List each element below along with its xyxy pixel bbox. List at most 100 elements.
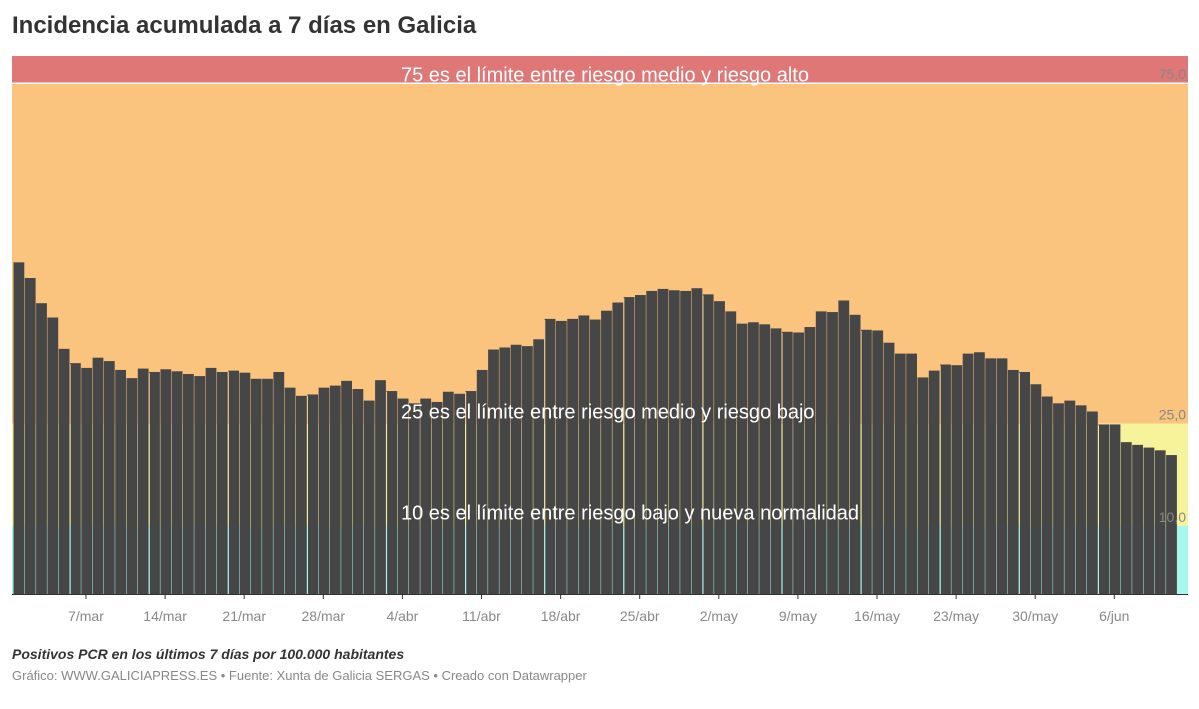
bar [58, 348, 70, 594]
x-tick-labels: 7/mar 14/mar 21/mar 28/mar 4/abr 11/abr 18/abr… [68, 594, 1129, 624]
bar [81, 367, 93, 594]
bar [171, 371, 183, 594]
bar [1019, 371, 1030, 594]
bar [872, 330, 884, 594]
x-tick-label: 9/may [779, 608, 817, 624]
bar [352, 389, 364, 594]
bar [205, 367, 217, 594]
bar [1132, 444, 1143, 594]
bar [894, 353, 906, 594]
bar [137, 368, 149, 594]
bar [341, 380, 352, 594]
bar [748, 322, 759, 594]
bar [827, 312, 838, 594]
week-markers [69, 295, 1099, 594]
bar [499, 347, 511, 594]
bar [510, 344, 522, 594]
bar [488, 349, 499, 594]
band-label: 75 es el límite entre riesgo medio y rie… [401, 64, 809, 86]
band-label: 10 es el límite entre riesgo bajo y nuev… [401, 502, 859, 524]
bar [126, 378, 138, 594]
x-tick-label: 2/may [700, 608, 738, 624]
bar [262, 378, 273, 594]
x-tick-label: 21/mar [222, 608, 266, 624]
bar [103, 361, 115, 594]
chart-source: Gráfico: WWW.GALICIAPRESS.ES • Fuente: X… [12, 668, 587, 683]
bar [612, 302, 624, 594]
x-tick-label: 4/abr [386, 608, 418, 624]
bar [431, 401, 443, 594]
band-riesgo-alto [12, 56, 1188, 84]
bar [1087, 411, 1098, 594]
bar [273, 371, 285, 594]
x-tick-label: 16/may [854, 608, 900, 624]
bar [115, 369, 126, 594]
bar [680, 290, 691, 594]
bar [1041, 396, 1053, 594]
bar [996, 358, 1008, 594]
bar [883, 342, 895, 594]
bar [533, 339, 545, 594]
y-tick-labels: 75,0 25,0 10,0 [1159, 66, 1186, 525]
chart-subtitle: Positivos PCR en los últimos 7 días por … [12, 646, 405, 662]
x-tick-label: 30/may [1012, 608, 1058, 624]
bar [329, 385, 341, 594]
bar [917, 377, 929, 594]
bar [770, 328, 782, 594]
bar [375, 380, 386, 594]
bar [420, 398, 432, 594]
bar [691, 288, 703, 594]
bar [804, 327, 816, 594]
bar [567, 318, 578, 594]
bar [657, 288, 669, 594]
bar [92, 357, 104, 594]
bar [318, 387, 330, 594]
bar [1064, 400, 1076, 594]
x-tick-label: 23/may [933, 608, 979, 624]
bar-series [13, 262, 1177, 594]
band-labels: 75 es el límite entre riesgo medio y rie… [401, 64, 859, 524]
bar [1166, 455, 1177, 594]
x-tick-label: 18/abr [541, 608, 581, 624]
bar [849, 314, 861, 594]
bar [1075, 405, 1087, 594]
bar [736, 323, 748, 594]
y-tick-label: 75,0 [1159, 66, 1186, 82]
bar [465, 391, 477, 594]
bar [1120, 442, 1132, 594]
bar [216, 371, 228, 594]
bar [522, 346, 533, 594]
bar [454, 393, 465, 594]
bar [974, 352, 985, 594]
x-tick-label: 11/abr [462, 608, 501, 624]
bar [962, 353, 974, 594]
bar [24, 278, 36, 594]
bar [442, 391, 454, 594]
bar [1030, 384, 1042, 594]
chart-title: Incidencia acumulada a 7 días en Galicia [12, 12, 477, 39]
bar [714, 301, 725, 594]
bar [307, 394, 319, 594]
bar [47, 317, 59, 594]
bar [1053, 403, 1064, 594]
bar [397, 398, 409, 594]
x-tick-label: 28/mar [302, 608, 346, 624]
bar [985, 358, 997, 594]
y-tick-label: 10,0 [1159, 509, 1186, 525]
bar [578, 315, 590, 594]
bar [928, 370, 940, 594]
bar [793, 332, 804, 594]
chart-svg: 75 es el límite entre riesgo medio y rie… [12, 56, 1188, 624]
bar [951, 365, 963, 594]
bar [183, 374, 194, 594]
bar [194, 376, 206, 594]
bar [409, 403, 420, 594]
bar [1109, 424, 1121, 594]
bar [363, 400, 375, 594]
bar [623, 297, 635, 594]
bar [1143, 447, 1155, 594]
x-tick-label: 14/mar [143, 608, 187, 624]
x-tick-label: 6/jun [1099, 608, 1129, 624]
bar [725, 311, 737, 594]
bar [13, 262, 25, 594]
